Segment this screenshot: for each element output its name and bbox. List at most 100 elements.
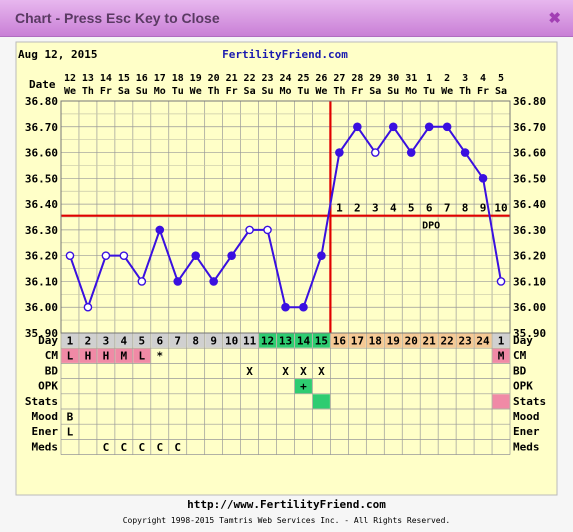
row-value: M xyxy=(498,350,505,363)
cycle-day-cell xyxy=(366,333,384,348)
y-tick-left: 36.00 xyxy=(25,301,58,314)
weekday-label: Tu xyxy=(423,86,435,97)
cycle-day-cell xyxy=(384,333,402,348)
cycle-day-number: 5 xyxy=(139,335,146,348)
y-tick-right: 36.60 xyxy=(513,147,546,160)
dpo-number: 6 xyxy=(426,202,433,215)
date-label: 24 xyxy=(279,73,291,84)
row-label-right: Stats xyxy=(513,395,546,408)
plot-border xyxy=(60,100,511,334)
y-tick-left: 36.80 xyxy=(25,95,58,108)
weekday-label: Th xyxy=(208,86,220,97)
dpo-number: 1 xyxy=(336,202,343,215)
window-titlebar: Chart - Press Esc Key to Close ✖ xyxy=(0,0,573,37)
y-tick-right: 36.20 xyxy=(513,250,546,263)
row-label-right: OPK xyxy=(513,380,533,393)
date-label: 5 xyxy=(498,73,504,84)
dpo-number: 7 xyxy=(444,202,451,215)
cycle-day-cell xyxy=(133,333,151,348)
cycle-day-number: 11 xyxy=(243,335,257,348)
date-label: 20 xyxy=(208,73,220,84)
weekday-label: Fr xyxy=(351,86,363,97)
opk-cell xyxy=(294,379,312,394)
temperature-point xyxy=(353,122,362,132)
temperature-point xyxy=(263,225,272,235)
cycle-day-cell xyxy=(312,333,330,348)
row-label-left: Mood xyxy=(32,410,59,423)
cm-cell xyxy=(79,348,97,363)
row-value: L xyxy=(67,426,74,439)
weekday-label: Tu xyxy=(172,86,184,97)
cycle-day-cell xyxy=(474,333,492,348)
cycle-day-number: 19 xyxy=(387,335,400,348)
dpo-number: 4 xyxy=(390,202,397,215)
cycle-day-cell xyxy=(277,333,294,348)
dpo-number: 10 xyxy=(494,202,507,215)
weekday-label: Su xyxy=(136,86,148,97)
temperature-point xyxy=(155,225,165,235)
y-tick-left: 36.70 xyxy=(25,121,58,134)
cycle-day-number: 3 xyxy=(103,335,110,348)
cycle-day-cell xyxy=(294,333,312,348)
y-tick-left: 36.40 xyxy=(25,198,58,211)
y-tick-left: 36.20 xyxy=(25,250,58,263)
row-value: X xyxy=(318,365,325,378)
temperature-point xyxy=(173,277,183,286)
row-label-right: Day xyxy=(513,334,533,347)
row-value: L xyxy=(139,350,146,363)
temperature-point xyxy=(227,251,236,260)
date-label: 16 xyxy=(136,73,148,84)
cycle-day-number: 8 xyxy=(192,335,199,348)
row-value: B xyxy=(67,411,74,424)
date-label: 27 xyxy=(333,73,345,84)
footer-url[interactable]: http://www.FertilityFriend.com xyxy=(187,498,386,511)
date-label: 15 xyxy=(118,73,130,84)
temperature-point xyxy=(460,148,470,157)
y-tick-right: 36.30 xyxy=(513,224,546,237)
y-tick-left: 36.30 xyxy=(25,224,58,237)
weekday-label: Su xyxy=(387,86,399,97)
temperature-point xyxy=(119,251,129,260)
date-label: 3 xyxy=(462,73,468,84)
cm-cell xyxy=(61,348,79,363)
cycle-day-cell xyxy=(492,333,510,348)
row-value: C xyxy=(103,441,110,454)
dpo-number: 3 xyxy=(372,202,379,215)
y-tick-left: 36.10 xyxy=(25,275,58,288)
temperature-point xyxy=(370,148,380,157)
cycle-day-cell xyxy=(169,333,187,348)
window-title: Chart - Press Esc Key to Close xyxy=(15,10,220,26)
y-tick-right: 36.00 xyxy=(513,301,546,314)
row-label-left: BD xyxy=(45,364,59,377)
temperature-point xyxy=(406,148,416,157)
weekday-label: Fr xyxy=(226,86,238,97)
date-label: 17 xyxy=(154,73,166,84)
y-tick-left: 36.60 xyxy=(25,147,58,160)
temperature-point xyxy=(299,302,308,312)
cycle-day-number: 12 xyxy=(261,335,274,348)
cycle-day-number: 13 xyxy=(279,335,292,348)
cycle-day-cell xyxy=(205,333,223,348)
cycle-day-cell xyxy=(79,333,97,348)
cycle-day-cell xyxy=(241,333,259,348)
temperature-point xyxy=(245,225,254,235)
y-tick-left: 36.50 xyxy=(25,172,58,185)
cycle-day-cell xyxy=(115,333,133,348)
cycle-day-number: 16 xyxy=(333,335,347,348)
temperature-point xyxy=(83,302,93,312)
date-label: 22 xyxy=(244,73,256,84)
weekday-label: We xyxy=(64,86,76,97)
date-label: 2 xyxy=(444,73,450,84)
cycle-day-cell xyxy=(61,333,79,348)
y-tick-right: 36.70 xyxy=(513,121,546,134)
weekday-label: Mo xyxy=(154,86,166,97)
row-label-right: Ener xyxy=(513,425,540,438)
row-label-right: CM xyxy=(513,349,527,362)
row-value: H xyxy=(103,350,110,363)
row-label-left: Day xyxy=(38,334,58,347)
date-label: 28 xyxy=(351,73,363,84)
close-icon[interactable]: ✖ xyxy=(548,10,561,27)
cycle-day-cell xyxy=(420,333,438,348)
row-value: C xyxy=(121,441,128,454)
